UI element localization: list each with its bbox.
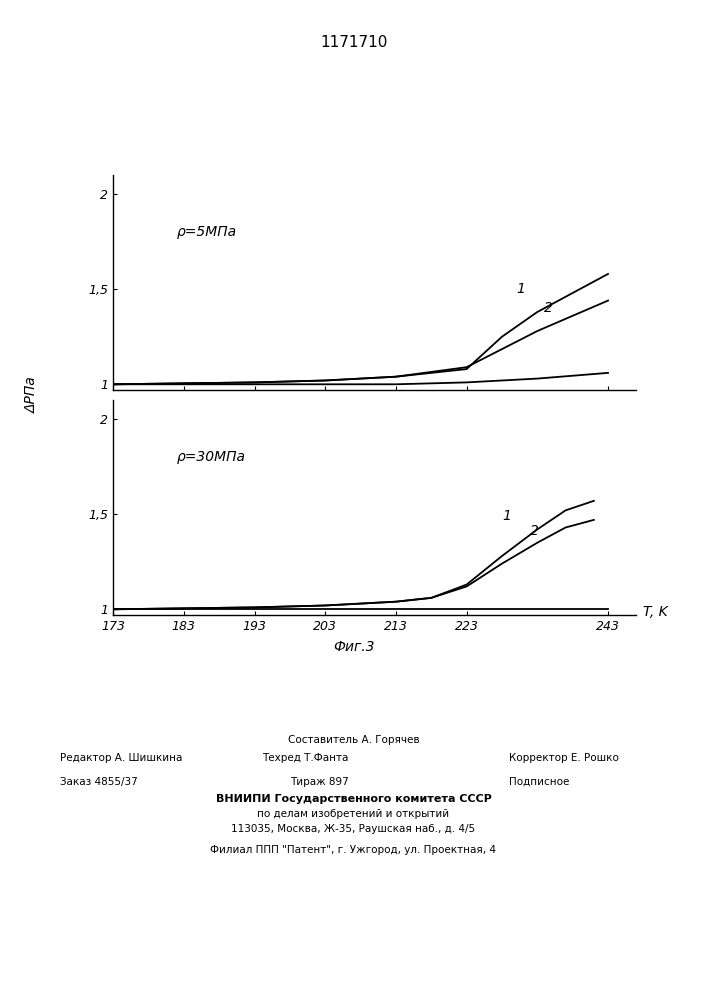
Text: ρ=30МПа: ρ=30МПа <box>177 450 246 464</box>
Text: 113035, Москва, Ж-35, Раушская наб., д. 4/5: 113035, Москва, Ж-35, Раушская наб., д. … <box>231 824 476 834</box>
Text: 1: 1 <box>516 282 525 296</box>
Text: 2: 2 <box>544 301 554 315</box>
Text: Фиг.3: Фиг.3 <box>333 640 374 654</box>
Text: 1171710: 1171710 <box>320 35 387 50</box>
Text: ВНИИПИ Государственного комитета СССР: ВНИИПИ Государственного комитета СССР <box>216 794 491 804</box>
Text: 2: 2 <box>530 524 539 538</box>
Text: 1: 1 <box>502 509 511 523</box>
Text: Составитель А. Горячев: Составитель А. Горячев <box>288 735 419 745</box>
Text: T, K: T, K <box>643 605 668 619</box>
Text: Корректор Е. Рошко: Корректор Е. Рошко <box>509 753 619 763</box>
Text: Техред Т.Фанта: Техред Т.Фанта <box>262 753 348 763</box>
Text: по делам изобретений и открытий: по делам изобретений и открытий <box>257 809 450 819</box>
Text: Редактор А. Шишкина: Редактор А. Шишкина <box>60 753 182 763</box>
Text: Подписное: Подписное <box>509 777 569 787</box>
Text: ρ=5МПа: ρ=5МПа <box>177 225 237 239</box>
Text: Филиал ППП "Патент", г. Ужгород, ул. Проектная, 4: Филиал ППП "Патент", г. Ужгород, ул. Про… <box>211 845 496 855</box>
Text: Тираж 897: Тираж 897 <box>290 777 349 787</box>
Text: Заказ 4855/37: Заказ 4855/37 <box>60 777 138 787</box>
Text: ΔРПа: ΔРПа <box>25 377 39 413</box>
